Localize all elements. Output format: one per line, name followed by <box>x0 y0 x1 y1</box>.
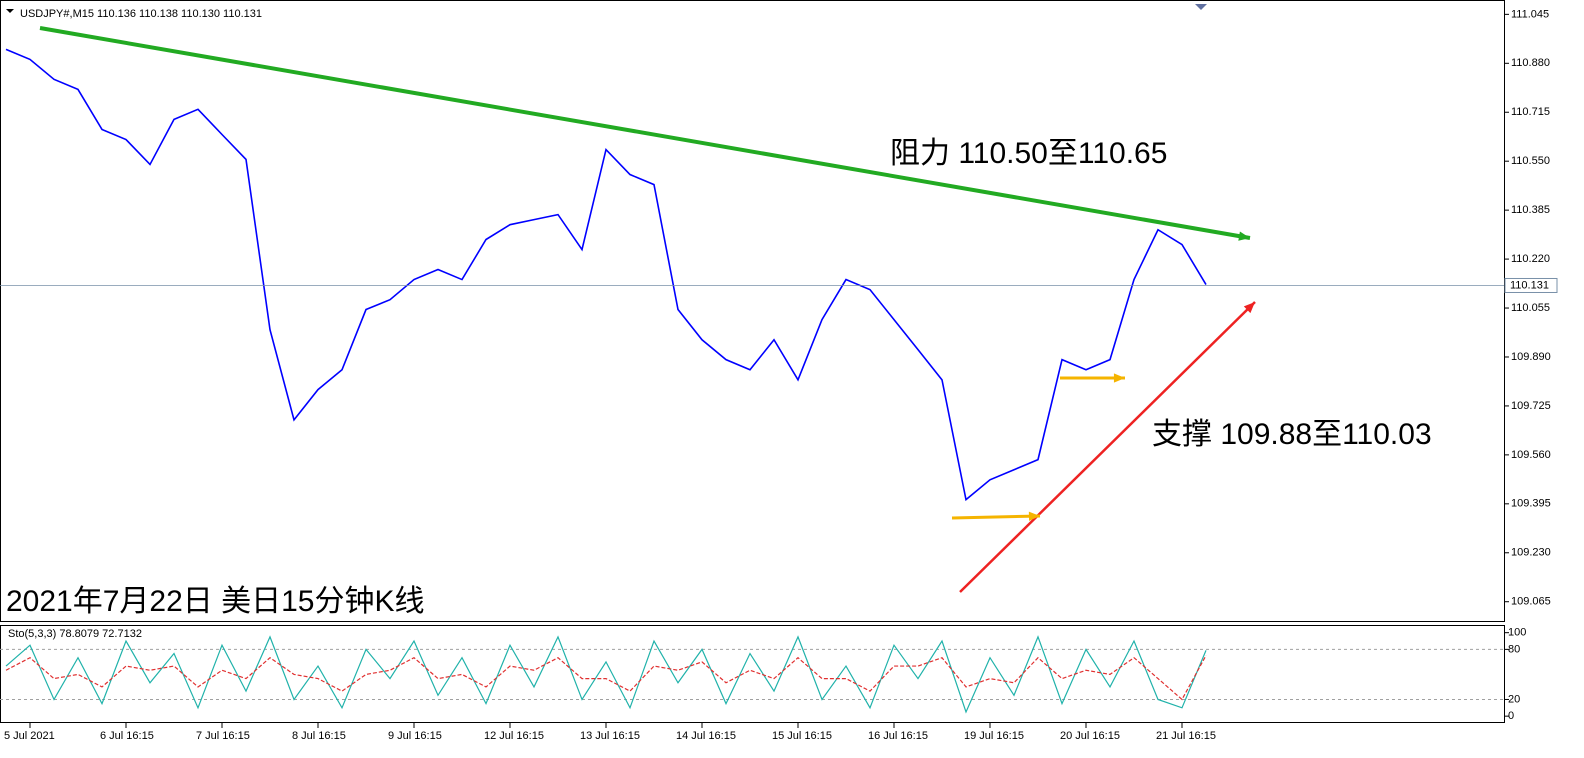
current-price-box <box>1504 277 1558 293</box>
y-tick-label: 110.550 <box>1511 155 1550 167</box>
x-tick-label: 19 Jul 16:15 <box>964 730 1024 742</box>
y-tick-label: 111.045 <box>1511 8 1549 20</box>
resistance-label: 阻力 110.50至110.65 <box>890 137 1167 170</box>
y-tick-label: 110.055 <box>1511 302 1550 314</box>
x-tick-label: 5 Jul 2021 <box>4 730 55 742</box>
x-tick-label: 8 Jul 16:15 <box>292 730 346 742</box>
y-tick-label: 109.890 <box>1511 351 1551 363</box>
current-price-label: 110.131 <box>1510 279 1549 291</box>
x-tick-label: 13 Jul 16:15 <box>580 730 640 742</box>
price-panel <box>0 0 1505 622</box>
stoch-title: Sto(5,3,3) 78.8079 72.7132 <box>8 628 142 640</box>
y-tick-label: 109.065 <box>1511 596 1551 608</box>
y-tick-label: 0 <box>1508 710 1514 722</box>
support-level-line-head <box>1028 511 1040 521</box>
x-tick-label: 21 Jul 16:15 <box>1156 730 1216 742</box>
x-tick-label: 9 Jul 16:15 <box>388 730 442 742</box>
menu-arrow <box>6 9 14 13</box>
y-tick-label: 110.220 <box>1511 253 1550 265</box>
price-line <box>5 48 1207 502</box>
y-tick-label: 20 <box>1508 693 1520 705</box>
resistance-line-head <box>1238 231 1250 241</box>
y-tick-label: 109.395 <box>1511 498 1551 510</box>
x-tick-label: 14 Jul 16:15 <box>676 730 736 742</box>
support-line <box>959 301 1256 593</box>
x-tick-label: 20 Jul 16:15 <box>1060 730 1120 742</box>
x-tick-label: 6 Jul 16:15 <box>100 730 154 742</box>
y-tick-label: 110.880 <box>1511 57 1550 69</box>
y-tick-label: 80 <box>1508 643 1520 655</box>
stoch-line <box>5 635 1207 714</box>
stoch-panel <box>0 625 1505 723</box>
chart-caption: 2021年7月22日 美日15分钟K线 <box>6 585 425 618</box>
support-level-line-head <box>1113 373 1125 383</box>
support-line-head <box>1243 302 1255 314</box>
resistance-line <box>39 26 1251 240</box>
y-tick-label: 100 <box>1508 627 1526 639</box>
y-tick-label: 110.385 <box>1511 204 1550 216</box>
x-tick-label: 15 Jul 16:15 <box>772 730 832 742</box>
support-level-line <box>951 514 1041 520</box>
y-tick-label: 109.560 <box>1511 449 1551 461</box>
stoch-line <box>5 655 1207 701</box>
x-tick-label: 12 Jul 16:15 <box>484 730 544 742</box>
y-tick-label: 109.230 <box>1511 547 1551 559</box>
shift-marker <box>1195 4 1207 10</box>
x-tick-label: 16 Jul 16:15 <box>868 730 928 742</box>
price-title: USDJPY#,M15 110.136 110.138 110.130 110.… <box>20 8 262 20</box>
y-tick-label: 109.725 <box>1511 400 1551 412</box>
support-label: 支撑 109.88至110.03 <box>1152 418 1432 451</box>
x-tick-label: 7 Jul 16:15 <box>196 730 250 742</box>
y-tick-label: 110.715 <box>1511 106 1550 118</box>
